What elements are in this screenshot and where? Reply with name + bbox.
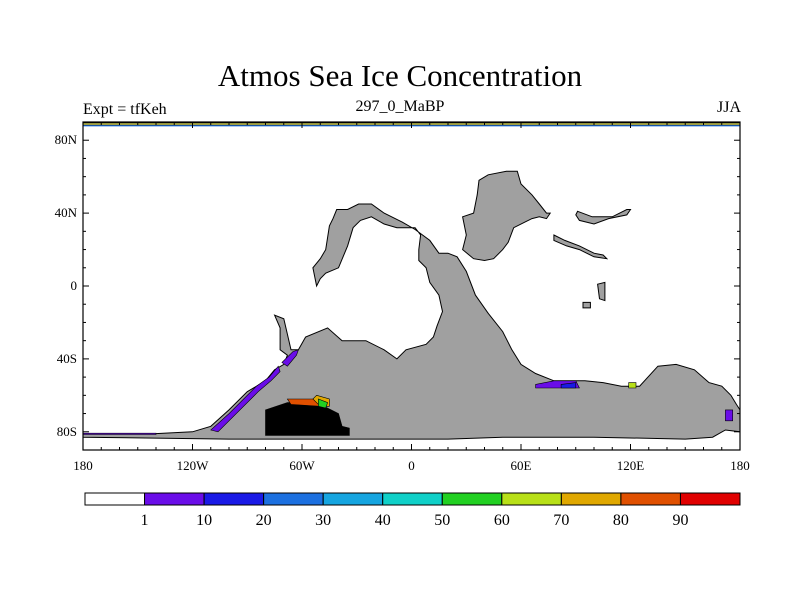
x-tick-label: 0	[408, 458, 415, 473]
colorbar-label: 40	[375, 512, 391, 529]
y-tick-label: 40N	[55, 205, 78, 220]
colorbar-box	[441, 492, 503, 506]
ice-patch	[281, 349, 299, 367]
colorbar: 1 10 20 30 40 50 60 70 80 90	[84, 492, 741, 529]
colorbar-box	[382, 492, 443, 506]
colorbar-box	[203, 492, 265, 506]
ice-patch	[82, 432, 157, 435]
colorbar-label: 60	[494, 512, 510, 529]
x-tick-label: 120W	[177, 458, 210, 473]
colorbar-label: 30	[315, 512, 331, 529]
ice-patch	[628, 382, 637, 389]
colorbar-label: 1	[141, 512, 149, 529]
ice-patch	[318, 398, 328, 409]
season-label: JJA	[716, 99, 741, 116]
x-tick-label: 180	[73, 458, 93, 473]
map-panel	[82, 121, 741, 451]
colorbar-label: 10	[196, 512, 212, 529]
colorbar-box	[263, 492, 324, 506]
y-tick-label: 80N	[55, 132, 78, 147]
y-tick-label: 0	[71, 278, 78, 293]
axis-ticks: 180 120W 60W 0 60E 120E 180 80N 40N 0 40S 80S	[55, 121, 750, 473]
experiment-label: Expt = tfKeh	[83, 101, 167, 118]
ice-patch	[725, 409, 734, 422]
x-tick-label: 180	[730, 458, 750, 473]
land-americas-africa	[82, 203, 741, 440]
colorbar-box	[560, 492, 622, 506]
colorbar-label: 50	[434, 512, 450, 529]
ice-patch	[210, 365, 281, 433]
colorbar-box	[501, 492, 562, 506]
colorbar-box	[144, 492, 205, 506]
y-tick-label: 80S	[57, 424, 77, 439]
colorbar-box	[679, 492, 741, 506]
colorbar-label: 90	[672, 512, 688, 529]
chart-title: Atmos Sea Ice Concentration	[217, 58, 583, 93]
colorbar-label: 80	[613, 512, 629, 529]
land-east-asia-island	[575, 209, 632, 225]
x-tick-label: 120E	[617, 458, 645, 473]
x-tick-label: 60E	[511, 458, 532, 473]
x-tick-label: 60W	[289, 458, 315, 473]
colorbar-box	[620, 492, 681, 506]
colorbar-label: 20	[256, 512, 272, 529]
land-southeast-asia	[553, 234, 609, 260]
chart-subtitle: 297_0_MaBP	[355, 98, 445, 115]
ice-patch	[560, 382, 577, 389]
y-tick-label: 40S	[57, 351, 77, 366]
land-asia	[462, 170, 552, 262]
land-small-island-a	[597, 281, 606, 302]
colorbar-box	[322, 492, 384, 506]
land-small-island-b	[582, 301, 591, 309]
colorbar-box	[84, 492, 146, 506]
colorbar-label: 70	[553, 512, 569, 529]
